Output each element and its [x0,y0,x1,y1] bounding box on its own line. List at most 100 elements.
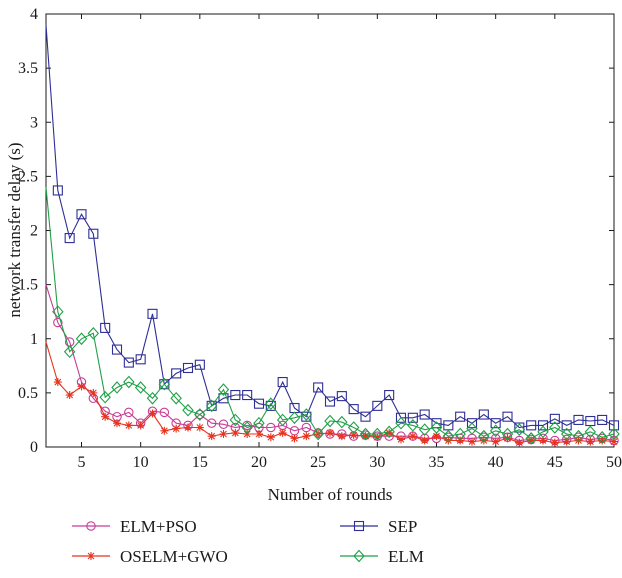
x-tick-label: 10 [133,454,149,471]
data-point [550,438,559,447]
legend-label: SEP [388,517,417,536]
legend-item: ELM+PSO [72,517,197,536]
data-point [207,432,216,441]
data-point [218,419,229,430]
data-point [184,423,192,432]
series-2 [45,24,620,433]
data-point [361,432,370,441]
data-point [312,427,324,441]
data-point [194,408,206,421]
data-point [87,327,100,340]
data-point [326,428,334,437]
data-point [514,422,525,433]
y-ticks: 0 0.5 1 1.5 2 2.5 3 3.5 4 [18,6,614,456]
legend-marker [87,552,95,560]
data-point [608,420,620,431]
data-point [336,391,347,402]
data-point [468,437,476,446]
y-tick-label: 0.5 [18,385,38,402]
data-point [52,185,63,196]
x-tick-label: 40 [488,454,504,471]
data-point [195,423,204,432]
data-point [610,437,618,446]
data-point [158,377,171,391]
data-point [359,427,372,441]
data-point [229,413,242,427]
y-tick-label: 3 [30,114,38,131]
data-point [549,421,561,434]
data-point [385,428,394,437]
data-point [502,411,513,422]
data-point [397,435,405,444]
x-tick-label: 25 [310,454,326,471]
data-point [217,383,230,396]
data-point [420,436,429,445]
data-point [52,305,64,319]
y-tick-label: 1.5 [18,277,38,294]
data-point [456,436,465,445]
data-point [537,425,549,439]
data-point [597,414,608,425]
data-point [123,357,134,368]
data-point [124,421,133,430]
data-point [99,390,111,404]
x-tick-label: 50 [606,454,622,471]
data-point [159,407,170,418]
data-point [348,404,359,415]
data-point [466,418,478,429]
x-ticks: 5 10 15 20 25 30 35 40 45 50 [78,14,622,471]
data-point [560,427,573,441]
data-point [432,432,441,441]
y-tick-label: 3.5 [18,60,38,77]
data-point [324,414,336,428]
x-tick-label: 30 [369,454,385,471]
series-line [45,284,615,442]
data-point [160,426,169,435]
legend-item: ELM [340,547,424,566]
data-point [586,437,595,446]
x-tick-label: 35 [429,454,445,471]
legend-label: ELM+PSO [120,517,197,536]
legend-item: SEP [340,517,417,536]
data-point [408,432,417,441]
data-point [288,411,301,425]
data-point [513,423,526,436]
data-point [206,418,217,428]
data-point [596,430,608,444]
data-point [100,322,111,333]
data-point [573,414,584,425]
data-point [491,437,500,446]
series-line [45,24,615,429]
data-point [89,388,98,397]
legend-label: ELM [388,547,424,566]
data-point [147,308,158,319]
data-point [372,400,383,411]
data-point [290,434,299,443]
data-point [347,421,360,434]
data-point [278,428,287,437]
data-point [242,389,253,401]
data-point [407,419,419,432]
y-tick-label: 4 [30,6,38,23]
data-point [527,436,536,445]
data-point [313,382,324,393]
data-point [479,436,488,445]
data-point [478,409,489,420]
data-point [360,411,371,422]
data-point [265,400,276,411]
data-point [501,427,514,441]
data-point [584,425,597,439]
data-point [63,345,76,359]
data-point [537,420,549,431]
data-point [53,317,63,328]
data-point [253,416,265,430]
data-point [170,391,182,405]
data-point [136,421,145,430]
data-point [585,415,596,427]
data-point [135,354,146,365]
plot-frame [45,13,615,448]
data-point [454,427,466,441]
series-3 [45,187,620,445]
